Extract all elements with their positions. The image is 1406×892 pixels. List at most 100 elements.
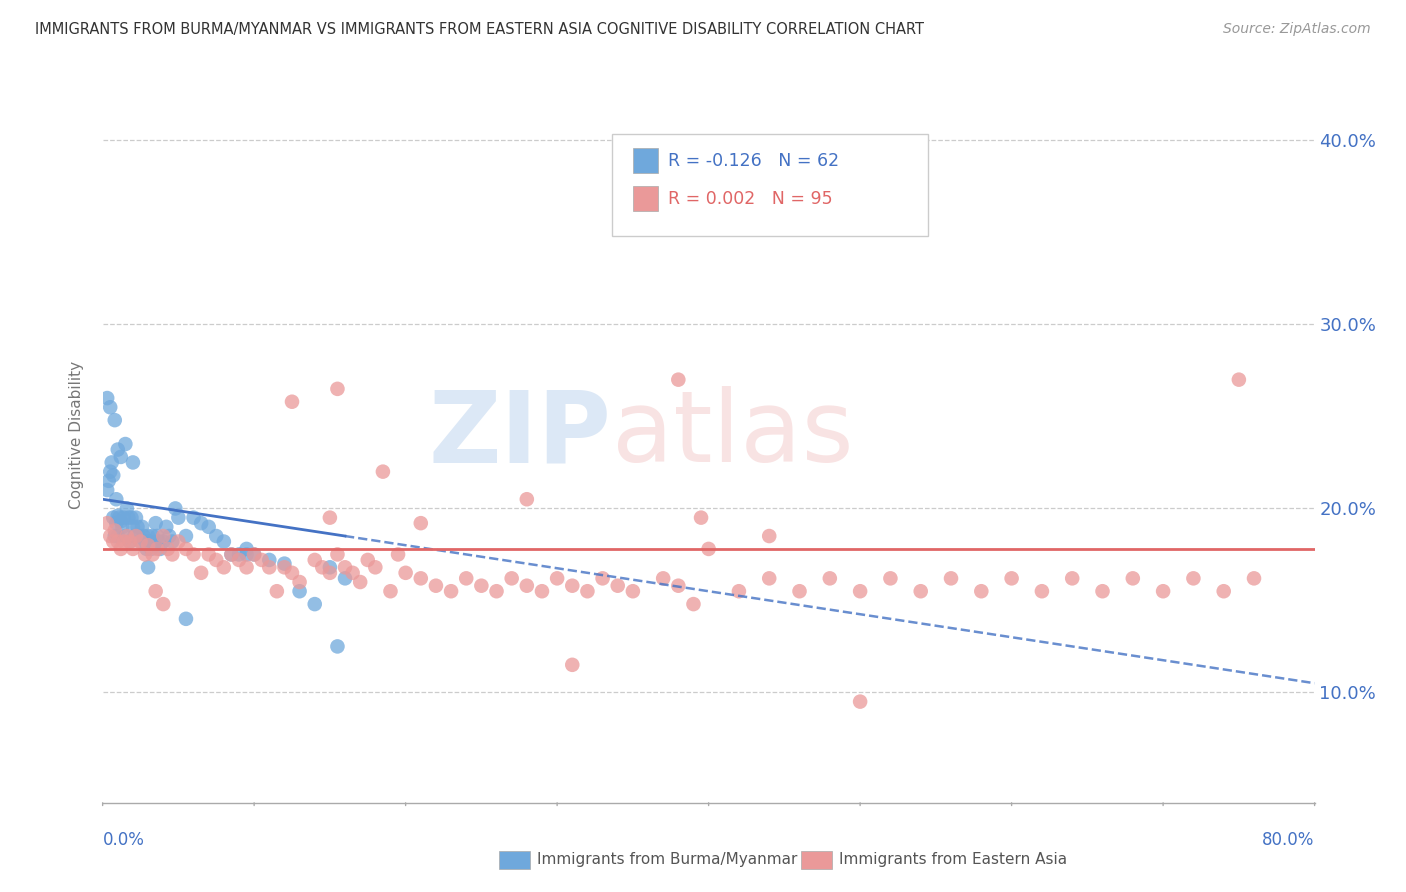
Point: [157, 529, 180, 543]
Point: [1091, 584, 1114, 599]
Point: [576, 584, 599, 599]
Point: [118, 534, 141, 549]
Point: [357, 553, 380, 567]
Point: [174, 529, 197, 543]
Point: [110, 514, 132, 528]
Point: [621, 584, 644, 599]
Point: [205, 553, 228, 567]
Point: [136, 560, 159, 574]
Point: [1001, 571, 1024, 585]
Point: [107, 529, 129, 543]
Point: [333, 571, 356, 585]
Point: [516, 579, 538, 593]
Point: [394, 566, 418, 580]
Point: [319, 560, 342, 574]
Text: Source: ZipAtlas.com: Source: ZipAtlas.com: [1223, 22, 1371, 37]
Point: [112, 510, 135, 524]
Point: [122, 541, 145, 556]
Point: [152, 534, 174, 549]
Point: [221, 548, 243, 562]
Point: [682, 597, 704, 611]
Point: [652, 571, 675, 585]
Point: [281, 394, 304, 409]
Point: [288, 584, 311, 599]
Point: [115, 529, 138, 543]
Point: [1182, 571, 1205, 585]
Point: [125, 529, 148, 543]
Point: [235, 541, 257, 556]
Point: [311, 560, 333, 574]
Point: [697, 188, 720, 202]
Point: [319, 566, 342, 580]
Point: [107, 442, 129, 457]
Point: [134, 548, 156, 562]
Point: [122, 455, 145, 469]
Point: [110, 450, 132, 464]
Point: [105, 516, 128, 530]
Point: [96, 516, 118, 530]
Point: [146, 529, 169, 543]
Point: [103, 468, 125, 483]
Point: [212, 560, 235, 574]
Point: [342, 566, 364, 580]
Point: [156, 541, 179, 556]
Text: Immigrants from Eastern Asia: Immigrants from Eastern Asia: [839, 853, 1067, 867]
Point: [103, 534, 125, 549]
Text: Immigrants from Burma/Myanmar: Immigrants from Burma/Myanmar: [537, 853, 797, 867]
Point: [128, 529, 150, 543]
Point: [228, 553, 250, 567]
Point: [425, 579, 447, 593]
Point: [440, 584, 463, 599]
Point: [96, 483, 118, 497]
Point: [516, 492, 538, 507]
Point: [104, 413, 127, 427]
Text: R = -0.126   N = 62: R = -0.126 N = 62: [668, 152, 839, 169]
Point: [259, 553, 281, 567]
Point: [112, 534, 135, 549]
Point: [485, 584, 508, 599]
Point: [142, 529, 165, 543]
Point: [758, 529, 780, 543]
Point: [98, 465, 121, 479]
Point: [108, 510, 131, 524]
Point: [132, 529, 155, 543]
Point: [145, 584, 167, 599]
Point: [1062, 571, 1084, 585]
Point: [149, 541, 172, 556]
Point: [697, 541, 720, 556]
Point: [970, 584, 993, 599]
Point: [97, 474, 120, 488]
Point: [501, 571, 523, 585]
Point: [592, 571, 614, 585]
Point: [146, 541, 169, 556]
Point: [197, 520, 219, 534]
Point: [304, 597, 326, 611]
Point: [111, 520, 134, 534]
Point: [273, 557, 295, 571]
Point: [371, 465, 394, 479]
Y-axis label: Cognitive Disability: Cognitive Disability: [69, 360, 84, 509]
Point: [319, 510, 342, 524]
Point: [789, 584, 811, 599]
Point: [879, 571, 901, 585]
Point: [266, 584, 288, 599]
Point: [818, 571, 841, 585]
Point: [124, 529, 146, 543]
Point: [142, 548, 165, 562]
Point: [849, 695, 872, 709]
Point: [162, 534, 184, 549]
Point: [174, 541, 197, 556]
Point: [288, 574, 311, 589]
Point: [114, 529, 136, 543]
Point: [326, 640, 349, 654]
Point: [107, 534, 129, 549]
Point: [606, 579, 628, 593]
Point: [152, 529, 174, 543]
Point: [849, 584, 872, 599]
Point: [125, 510, 148, 524]
Point: [546, 571, 568, 585]
Point: [167, 534, 190, 549]
Point: [243, 548, 266, 562]
Point: [139, 541, 162, 556]
Point: [183, 548, 205, 562]
